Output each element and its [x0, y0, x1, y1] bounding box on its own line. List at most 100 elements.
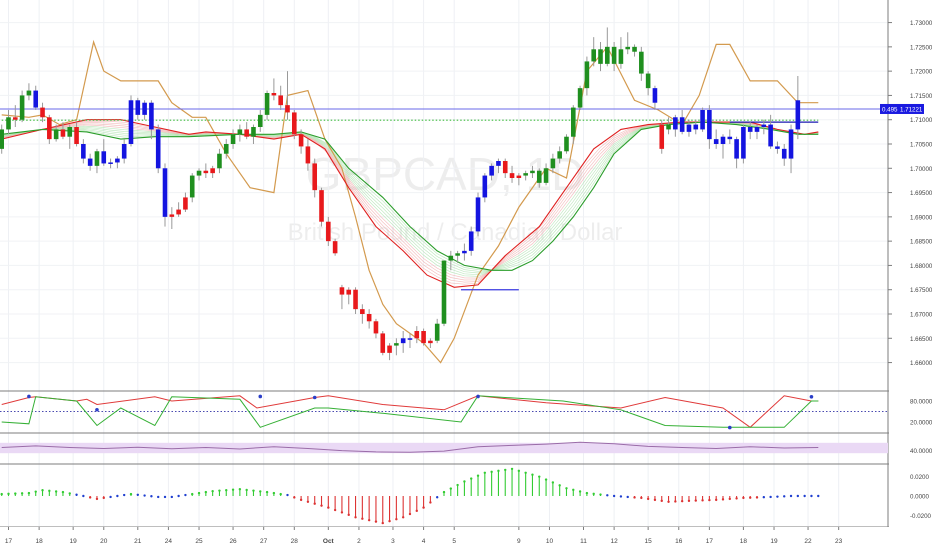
candle-body — [257, 114, 263, 127]
osc-dot — [728, 497, 731, 501]
date-tick-label: 17 — [706, 538, 714, 545]
osc-dot — [408, 512, 412, 516]
osc-dot — [735, 497, 738, 500]
osc-dot — [299, 498, 303, 502]
candle-body — [67, 127, 73, 137]
price-tick-label: 1.72000 — [910, 69, 932, 76]
candle-body — [468, 231, 474, 251]
osc-dot — [293, 496, 296, 499]
osc-dot — [327, 506, 330, 509]
osc-dot — [265, 490, 269, 494]
candle-body — [149, 102, 154, 130]
osc-dot — [626, 495, 629, 499]
osc-dot — [0, 492, 3, 496]
osc-dot — [170, 495, 174, 499]
candle-body — [577, 88, 583, 108]
rsi-line — [1, 441, 819, 453]
candle-body — [747, 127, 753, 132]
date-tick-label: 21 — [134, 538, 142, 545]
candle-body — [523, 173, 528, 176]
candle-body — [305, 146, 311, 164]
osc-dot — [157, 495, 160, 499]
candle-body — [625, 46, 631, 50]
candle-body — [155, 129, 161, 169]
candle-body — [169, 214, 175, 217]
price-tick-label: 1.72500 — [910, 44, 932, 51]
candle-body — [360, 309, 365, 314]
osc-dot — [191, 492, 194, 496]
osc-dot — [88, 496, 92, 499]
date-tick-label: 19 — [770, 538, 778, 545]
osc-dot — [218, 489, 221, 492]
candle-body — [366, 314, 372, 322]
osc-dot — [27, 491, 31, 495]
date-tick-label: 18 — [740, 538, 748, 545]
candle-body — [598, 49, 603, 64]
candle-body — [135, 100, 141, 115]
date-tick-label: 2 — [357, 538, 361, 545]
osc-dot — [769, 495, 772, 499]
osc-dot — [197, 491, 201, 495]
osc-dot — [531, 473, 534, 476]
osc-dot — [660, 499, 663, 503]
osc-dot — [694, 499, 697, 502]
candle-body — [271, 93, 277, 96]
osc-dot — [136, 493, 139, 496]
candle-body — [251, 127, 256, 137]
date-tick-label: 3 — [391, 538, 395, 545]
candle-body — [768, 124, 773, 147]
osc-dot — [347, 513, 350, 517]
osc-dot — [619, 495, 623, 498]
candle-body — [591, 49, 597, 62]
candle-body — [298, 134, 304, 147]
osc-tick-label: 0.0200 — [910, 474, 929, 481]
candle-body — [754, 127, 760, 132]
candle-body — [652, 88, 658, 103]
candle-body — [339, 287, 345, 295]
date-tick-label: 28 — [291, 538, 299, 545]
candle-body — [203, 170, 209, 174]
candle-body — [40, 107, 45, 118]
candle-body — [312, 163, 318, 191]
osc-dot — [667, 500, 670, 503]
osc-dot — [776, 495, 779, 498]
date-tick-label: 18 — [36, 538, 44, 545]
osc-dot — [612, 494, 616, 498]
candle-body — [53, 129, 59, 140]
candle-body — [414, 331, 420, 339]
candle-body — [441, 260, 447, 324]
osc-dot — [82, 494, 85, 498]
candle-body — [0, 129, 5, 149]
osc-dot — [238, 488, 242, 491]
price-tick-label: 1.67000 — [910, 312, 932, 319]
date-tick-label: 19 — [70, 538, 78, 545]
osc-dot — [259, 490, 262, 493]
osc-dot — [538, 475, 541, 478]
price-tick-label: 1.69000 — [910, 214, 932, 221]
candle-body — [326, 221, 331, 242]
osc-dot — [245, 488, 248, 492]
candle-body — [291, 112, 297, 135]
candle-body — [387, 345, 392, 353]
candle-body — [720, 136, 726, 144]
osc-dot — [674, 500, 677, 503]
osc-dot — [204, 490, 208, 494]
date-tick-label: 25 — [195, 538, 203, 545]
price-tick-label: 1.66000 — [910, 360, 932, 367]
last-price-change: 0.495 — [882, 106, 898, 113]
osc-dot — [435, 496, 439, 499]
osc-dot — [599, 493, 602, 496]
candle-body — [666, 124, 671, 130]
osc-dot — [333, 508, 337, 512]
candle-body — [319, 190, 324, 222]
date-tick-label: 27 — [260, 538, 268, 545]
osc-dot — [476, 474, 480, 477]
osc-dot — [585, 491, 589, 495]
stoch-marker — [727, 425, 732, 430]
osc-dot — [558, 484, 561, 487]
price-tick-label: 1.68500 — [910, 239, 932, 246]
candle-body — [94, 151, 100, 166]
candle-body — [162, 168, 168, 217]
